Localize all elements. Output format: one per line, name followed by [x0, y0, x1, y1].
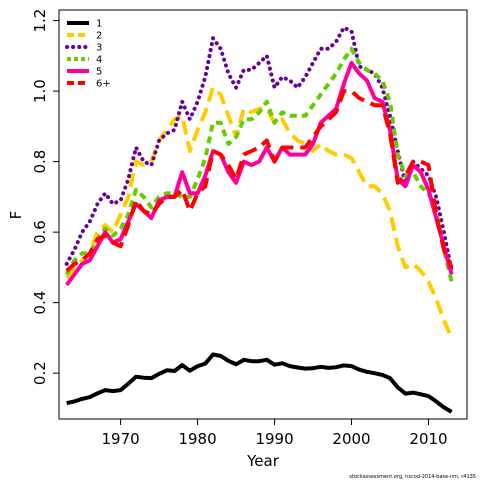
- y-tick-label: 0.2: [31, 361, 49, 385]
- footer-source-text: stockassessment.org, nscod-2014-base-nm,…: [349, 474, 476, 480]
- y-tick-label: 0.4: [31, 291, 49, 315]
- y-tick-label: 1.0: [31, 79, 49, 103]
- series-line-3: [64, 25, 454, 273]
- legend-label: 3: [96, 43, 102, 54]
- series-line-1: [66, 352, 453, 414]
- x-tick-label: 1970: [101, 430, 139, 448]
- series-line-4: [64, 46, 454, 282]
- y-axis: 0.2 0.4 0.6 0.8 1.0 1.2: [31, 9, 59, 385]
- plot-area-border: [58, 9, 468, 420]
- legend-label: 4: [96, 55, 102, 66]
- y-tick-label: 0.6: [31, 220, 49, 244]
- series-group: [64, 25, 454, 414]
- x-axis-title: Year: [246, 452, 280, 470]
- legend-label: 2: [96, 31, 102, 42]
- x-tick-label: 1980: [178, 430, 216, 448]
- series-line-6plus: [65, 89, 454, 273]
- series-line-2: [65, 85, 454, 339]
- y-tick-label: 1.2: [31, 9, 49, 33]
- y-axis-title: F: [7, 211, 25, 220]
- y-tick-label: 0.8: [31, 150, 49, 174]
- series-line-5: [65, 60, 454, 287]
- legend-label: 1: [96, 19, 102, 30]
- x-tick-label: 1990: [255, 430, 293, 448]
- x-tick-label: 2010: [409, 430, 447, 448]
- x-axis: 1970 1980 1990 2000 2010: [101, 419, 448, 448]
- legend-label: 6+: [96, 79, 111, 90]
- x-tick-label: 2000: [332, 430, 370, 448]
- legend-label: 5: [96, 67, 102, 78]
